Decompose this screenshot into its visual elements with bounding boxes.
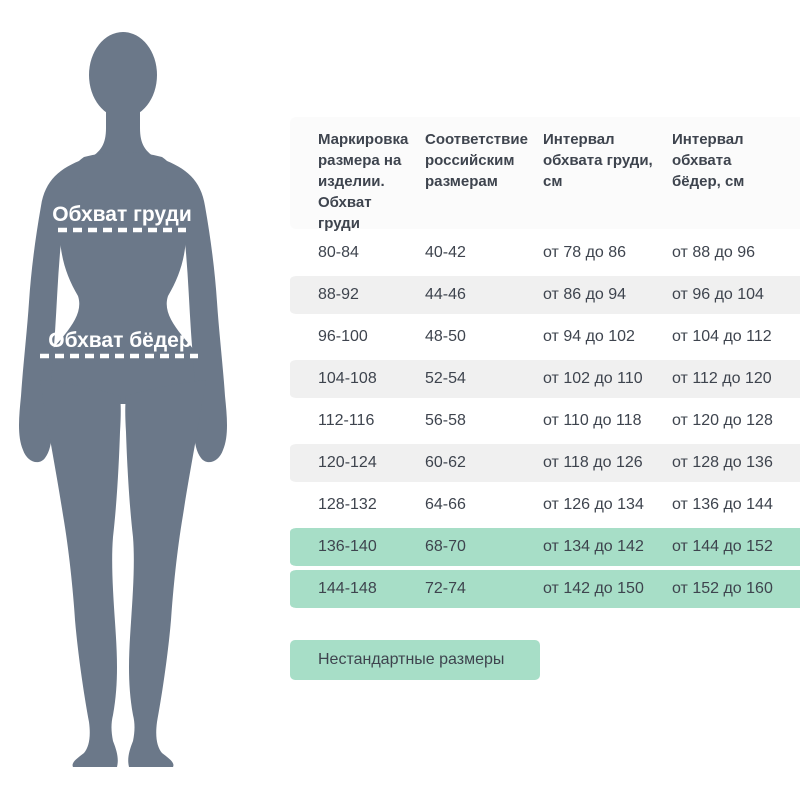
table-row: 88-92 44-46 от 86 до 94 от 96 до 104 (290, 274, 800, 316)
marking-cell: 128-132 (318, 496, 377, 513)
hips-measure-label: Обхват бёдер (48, 329, 191, 352)
hips-interval-cell: от 152 до 160 (672, 580, 773, 597)
silhouette-right-arm (162, 159, 227, 463)
table-row-nonstandard: 136-140 68-70 от 134 до 142 от 144 до 15… (290, 526, 800, 568)
chest-measure-label: Обхват груди (52, 203, 192, 226)
column-header-chest-interval: Интервал обхвата груди, см (543, 131, 653, 190)
table-row-nonstandard: 144-148 72-74 от 142 до 150 от 152 до 16… (290, 568, 800, 610)
marking-cell: 80-84 (318, 244, 359, 261)
nonstandard-sizes-legend: Нестандартные размеры (290, 640, 540, 680)
hips-interval-cell: от 120 до 128 (672, 412, 773, 429)
chest-interval-cell: от 94 до 102 (543, 328, 635, 345)
hips-interval-cell: от 112 до 120 (672, 370, 772, 387)
silhouette-left-leg (40, 380, 121, 767)
russian-size-cell: 60-62 (425, 454, 466, 471)
hips-interval-cell: от 104 до 112 (672, 328, 772, 345)
russian-size-cell: 52-54 (425, 370, 466, 387)
hips-interval-cell: от 136 до 144 (672, 496, 773, 513)
hips-interval-cell: от 88 до 96 (672, 244, 756, 261)
chest-interval-cell: от 118 до 126 (543, 454, 643, 471)
table-row: 128-132 64-66 от 126 до 134 от 136 до 14… (290, 484, 800, 526)
marking-cell: 144-148 (318, 580, 377, 597)
russian-size-cell: 44-46 (425, 286, 466, 303)
table-row: 104-108 52-54 от 102 до 110 от 112 до 12… (290, 358, 800, 400)
female-silhouette-figure: Обхват груди Обхват бёдер (0, 0, 260, 800)
marking-cell: 120-124 (318, 454, 377, 471)
legend-label: Нестандартные размеры (318, 651, 505, 668)
marking-cell: 104-108 (318, 370, 377, 387)
table-body: 80-84 40-42 от 78 до 86 от 88 до 96 88-9… (290, 232, 800, 610)
column-header-russian-size: Соответствие российским размерам (425, 131, 528, 190)
chest-interval-cell: от 78 до 86 (543, 244, 627, 261)
silhouette-torso (38, 152, 208, 404)
hips-interval-cell: от 96 до 104 (672, 286, 764, 303)
silhouette-neck (88, 92, 158, 159)
column-header-marking: Маркировка размера на изделии. Обхват гр… (318, 131, 409, 232)
table-row: 80-84 40-42 от 78 до 86 от 88 до 96 (290, 232, 800, 274)
marking-cell: 136-140 (318, 538, 377, 555)
silhouette-right-leg (125, 380, 206, 767)
chest-interval-cell: от 134 до 142 (543, 538, 644, 555)
female-silhouette-svg: Обхват груди Обхват бёдер (19, 32, 227, 767)
chest-interval-cell: от 126 до 134 (543, 496, 644, 513)
table-row: 112-116 56-58 от 110 до 118 от 120 до 12… (290, 400, 800, 442)
russian-size-cell: 72-74 (425, 580, 466, 597)
table-header-row: Маркировка размера на изделии. Обхват гр… (290, 117, 800, 232)
column-header-hips-interval: Интервал обхвата бёдер, см (672, 131, 745, 190)
marking-cell: 112-116 (318, 412, 375, 429)
russian-size-cell: 40-42 (425, 244, 466, 261)
chest-interval-cell: от 102 до 110 (543, 370, 643, 387)
table-row: 120-124 60-62 от 118 до 126 от 128 до 13… (290, 442, 800, 484)
marking-cell: 88-92 (318, 286, 359, 303)
russian-size-cell: 68-70 (425, 538, 466, 555)
chest-interval-cell: от 86 до 94 (543, 286, 627, 303)
size-table: Маркировка размера на изделии. Обхват гр… (290, 117, 800, 680)
chest-interval-cell: от 142 до 150 (543, 580, 644, 597)
russian-size-cell: 64-66 (425, 496, 466, 513)
hips-interval-cell: от 128 до 136 (672, 454, 773, 471)
russian-size-cell: 48-50 (425, 328, 466, 345)
hips-interval-cell: от 144 до 152 (672, 538, 773, 555)
silhouette-left-arm (19, 159, 84, 463)
table-row: 96-100 48-50 от 94 до 102 от 104 до 112 (290, 316, 800, 358)
marking-cell: 96-100 (318, 328, 368, 345)
chest-interval-cell: от 110 до 118 (543, 412, 642, 429)
russian-size-cell: 56-58 (425, 412, 466, 429)
